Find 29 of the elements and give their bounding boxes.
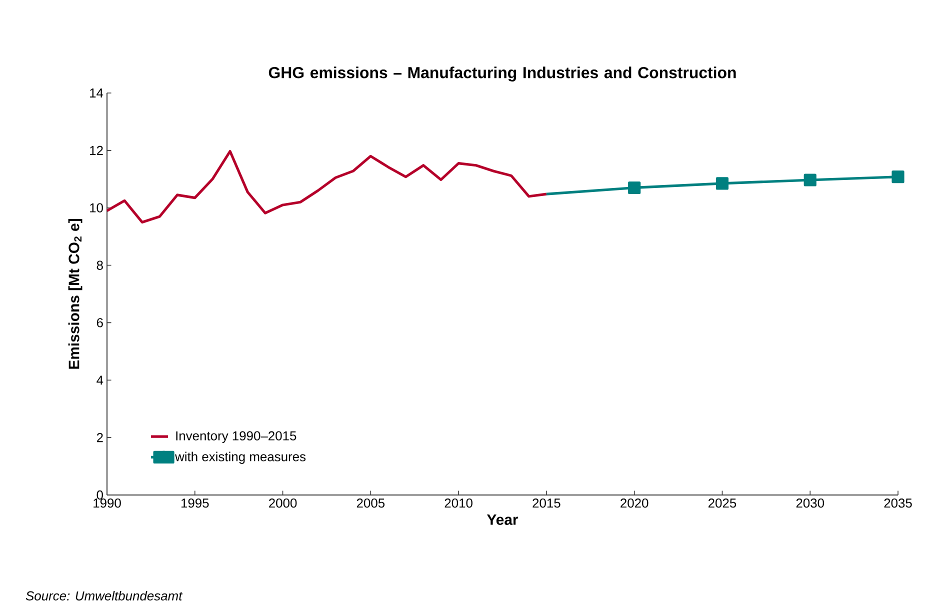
legend-label: Inventory 1990–2015: [176, 431, 296, 443]
y-tick-label: 8: [96, 260, 103, 270]
chart-title: GHG emissions – Manufacturing Industries and Construction: [268, 66, 736, 82]
x-tick-label: 2005: [356, 498, 385, 508]
point: [716, 177, 729, 190]
x-tick-label: 2030: [796, 498, 824, 508]
point: [628, 181, 641, 194]
x-tick-label: 2020: [620, 498, 648, 508]
x-tick-label: 1995: [181, 498, 209, 508]
y-tick-label: 14: [90, 88, 104, 98]
x-tick-label: 2025: [708, 498, 736, 508]
y-tick-label: 12: [90, 146, 103, 155]
source-note: Source: Umweltbundesamt: [26, 590, 183, 600]
line-series: [106, 150, 548, 224]
y-tick-label: 10: [90, 203, 103, 212]
y-axis-title: Emissions [Mt CO$_{2}$ e]: [68, 219, 82, 369]
y-tick-label: 2: [96, 433, 103, 442]
y-tick-label: 0: [96, 490, 103, 500]
point: [804, 174, 816, 186]
y-tick-label: 6: [96, 318, 103, 328]
x-tick-label: 1990: [94, 498, 121, 508]
legend-label: with existing measures: [175, 452, 306, 464]
point: [892, 170, 904, 184]
x-axis-title: Year: [486, 514, 518, 525]
x-tick-label: 2000: [269, 498, 297, 508]
x-tick-label: 2015: [532, 498, 560, 508]
x-tick-label: 2010: [444, 498, 472, 508]
y-tick-label: 4: [96, 376, 104, 385]
x-tick-label: 2035: [884, 498, 912, 508]
